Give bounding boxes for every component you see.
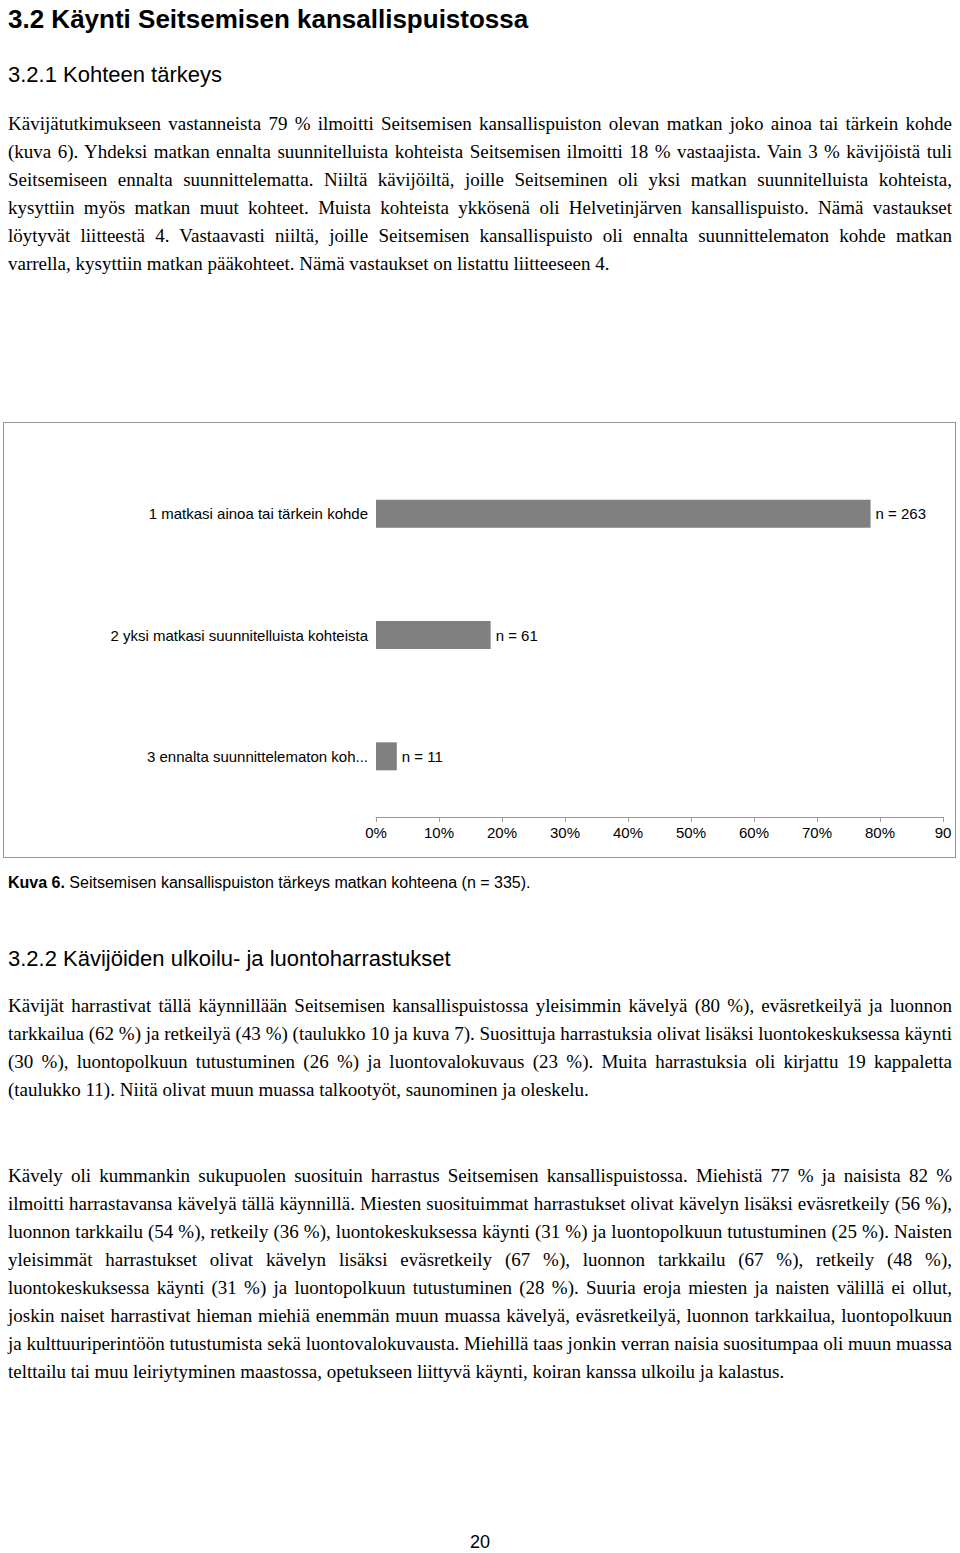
svg-text:2 yksi matkasi suunnitelluista: 2 yksi matkasi suunnitelluista kohteista: [110, 627, 368, 644]
svg-text:50%: 50%: [676, 824, 706, 841]
html-text:Kuva 6. Seitsemisen kansallisp: Kuva 6. Seitsemisen kansallispuiston tär…: [8, 874, 531, 891]
svg-text:90: 90: [935, 824, 952, 841]
html-text:3.2.2 Kävijöiden ulkoilu- ja l: 3.2.2 Kävijöiden ulkoilu- ja luontoharra…: [8, 946, 451, 971]
svg-text:20%: 20%: [487, 824, 517, 841]
svg-text:30%: 30%: [550, 824, 580, 841]
svg-text:40%: 40%: [613, 824, 643, 841]
html-text:3.2 Käynti Seitsemisen kansall: 3.2 Käynti Seitsemisen kansallispuistoss…: [8, 4, 529, 34]
svg-text:n = 11: n = 11: [402, 748, 443, 765]
svg-text:10%: 10%: [424, 824, 454, 841]
svg-text:n = 61: n = 61: [496, 627, 538, 644]
html-text:3.2.1 Kohteen tärkeys: 3.2.1 Kohteen tärkeys: [8, 62, 222, 87]
svg-text:80%: 80%: [865, 824, 895, 841]
svg-text:1 matkasi ainoa tai tärkein ko: 1 matkasi ainoa tai tärkein kohde: [149, 505, 368, 522]
svg-text:n = 263: n = 263: [876, 505, 926, 522]
html-text:Kävely oli kummankin sukupuole: Kävely oli kummankin sukupuolen suositui…: [8, 1165, 952, 1382]
html-text:Kävijätutkimukseen vastanneist: Kävijätutkimukseen vastanneista 79 % ilm…: [8, 113, 952, 274]
html-text:Kävijät harrastivat tällä käyn: Kävijät harrastivat tällä käynnillään Se…: [8, 995, 952, 1100]
svg-text:70%: 70%: [802, 824, 832, 841]
svg-text:60%: 60%: [739, 824, 769, 841]
svg-text:3 ennalta suunnittelematon koh: 3 ennalta suunnittelematon koh...: [147, 748, 368, 765]
svg-text:0%: 0%: [365, 824, 387, 841]
html-text:20: 20: [470, 1532, 490, 1552]
